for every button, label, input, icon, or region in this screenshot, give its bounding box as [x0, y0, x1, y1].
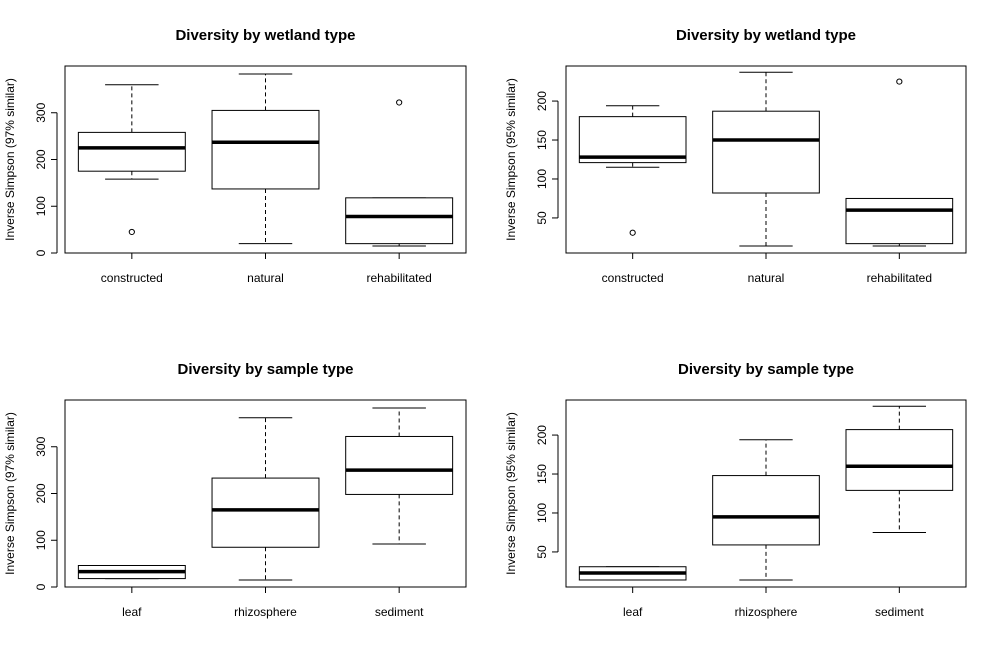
y-tick-label: 100: [535, 503, 549, 523]
x-tick-label: natural: [748, 271, 785, 285]
chart-title: Diversity by wetland type: [676, 27, 856, 44]
y-tick-label: 100: [34, 530, 48, 550]
box-sediment: [845, 405, 954, 533]
x-tick-label: rhizosphere: [234, 605, 297, 619]
box-constructed: [77, 84, 186, 236]
y-axis-label: Inverse Simpson (95% similar): [504, 78, 518, 241]
y-tick-label: 0: [34, 249, 48, 256]
x-tick-label: sediment: [375, 605, 424, 619]
iqr-box: [845, 429, 954, 491]
iqr-box: [211, 109, 320, 190]
chart-title: Diversity by wetland type: [175, 27, 355, 44]
panel-4: Diversity by sample type 50 100 150 200 Inver…: [504, 361, 967, 619]
y-tick-label: 100: [535, 169, 549, 189]
iqr-box: [211, 477, 320, 548]
y-axis-label: Inverse Simpson (95% similar): [504, 412, 518, 575]
box-rhizosphere: [712, 439, 820, 581]
x-tick-label: leaf: [122, 605, 142, 619]
x-tick-label: sediment: [875, 605, 924, 619]
box-natural: [211, 73, 320, 245]
iqr-box: [578, 116, 687, 164]
box-rehabilitated: [845, 78, 954, 247]
iqr-box: [345, 435, 454, 495]
x-tick-label: constructed: [602, 271, 664, 285]
iqr-box: [77, 131, 186, 172]
box-sediment: [345, 407, 454, 545]
iqr-box: [712, 475, 820, 546]
y-tick-label: 200: [34, 149, 48, 169]
chart-title: Diversity by sample type: [678, 361, 854, 378]
box-natural: [712, 71, 820, 247]
y-tick-label: 300: [34, 436, 48, 456]
y-axis-label: Inverse Simpson (97% similar): [3, 78, 17, 241]
y-tick-label: 150: [535, 464, 549, 484]
y-axis-label: Inverse Simpson (97% similar): [3, 412, 17, 575]
y-tick-label: 200: [34, 483, 48, 503]
panel-3: Diversity by sample type 0 100 200 300 Invers…: [3, 361, 467, 619]
chart-title: Diversity by sample type: [178, 361, 354, 378]
box-constructed: [578, 105, 687, 236]
x-tick-label: rehabilitated: [867, 271, 932, 285]
y-tick-label: 0: [34, 583, 48, 590]
y-tick-label: 200: [535, 425, 549, 445]
y-tick-label: 200: [535, 91, 549, 111]
box-leaf: [77, 564, 186, 580]
y-tick-label: 150: [535, 130, 549, 150]
x-tick-label: rhizosphere: [735, 605, 798, 619]
box-leaf: [578, 566, 687, 581]
outlier-point: [396, 99, 403, 106]
panel-2: Diversity by wetland type 50 100 150 200 Inve…: [504, 27, 967, 285]
panel-1: Diversity by wetland type 0 100 200 300 Inver…: [3, 27, 467, 285]
y-tick-label: 50: [535, 545, 549, 559]
iqr-box: [345, 197, 454, 245]
x-tick-label: natural: [247, 271, 284, 285]
x-tick-label: leaf: [623, 605, 643, 619]
y-tick-label: 300: [34, 102, 48, 122]
outlier-point: [896, 78, 903, 85]
iqr-box: [845, 197, 954, 245]
x-tick-label: constructed: [101, 271, 163, 285]
y-tick-label: 50: [535, 211, 549, 225]
outlier-point: [629, 229, 636, 236]
x-tick-label: rehabilitated: [366, 271, 431, 285]
box-rehabilitated: [345, 99, 454, 247]
y-tick-label: 100: [34, 196, 48, 216]
box-rhizosphere: [211, 417, 320, 581]
outlier-point: [128, 228, 135, 236]
iqr-box: [712, 110, 820, 194]
